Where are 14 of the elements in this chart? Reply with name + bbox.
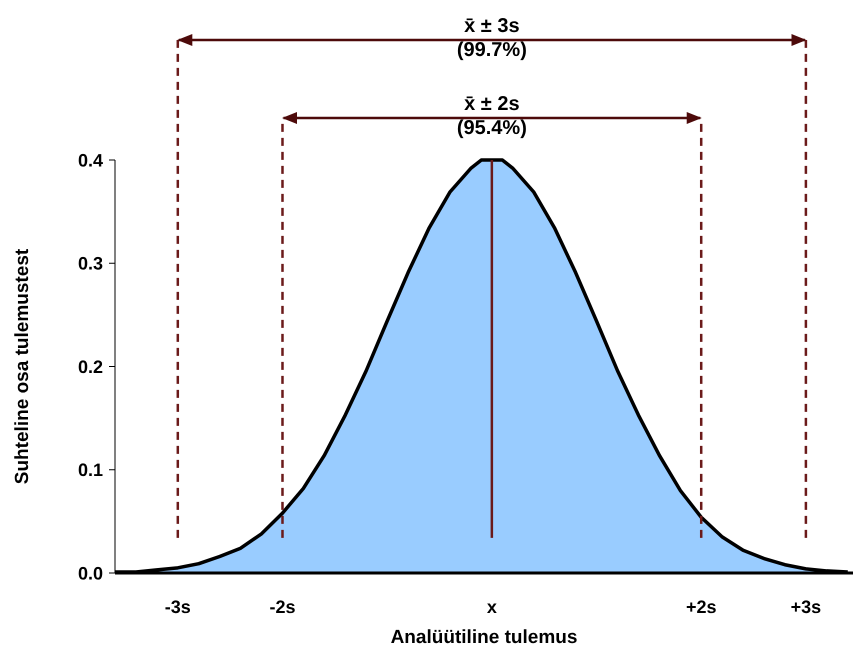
x-tick-label: -2s bbox=[269, 597, 296, 617]
y-tick-label: 0.1 bbox=[78, 460, 103, 480]
y-tick-label: 0.4 bbox=[78, 150, 103, 170]
text: x̄ ± 2s (95.4%) bbox=[456, 93, 527, 139]
y-tick-label: 0.2 bbox=[78, 356, 103, 377]
x-tick-label: -3s bbox=[164, 597, 191, 617]
x-tick-label: +2s bbox=[686, 597, 716, 617]
y-axis-title: Suhteline osa tulemustest bbox=[12, 248, 33, 484]
x-tick-label: +3s bbox=[790, 597, 822, 617]
y-tick-label: 0.3 bbox=[78, 254, 103, 274]
x-axis-title: Analüütiline tulemus bbox=[390, 627, 578, 648]
x-tick-label: x bbox=[486, 597, 497, 617]
y-tick-label: 0.0 bbox=[78, 563, 103, 584]
text: x̄ ± 3s (99.7%) bbox=[456, 15, 527, 61]
